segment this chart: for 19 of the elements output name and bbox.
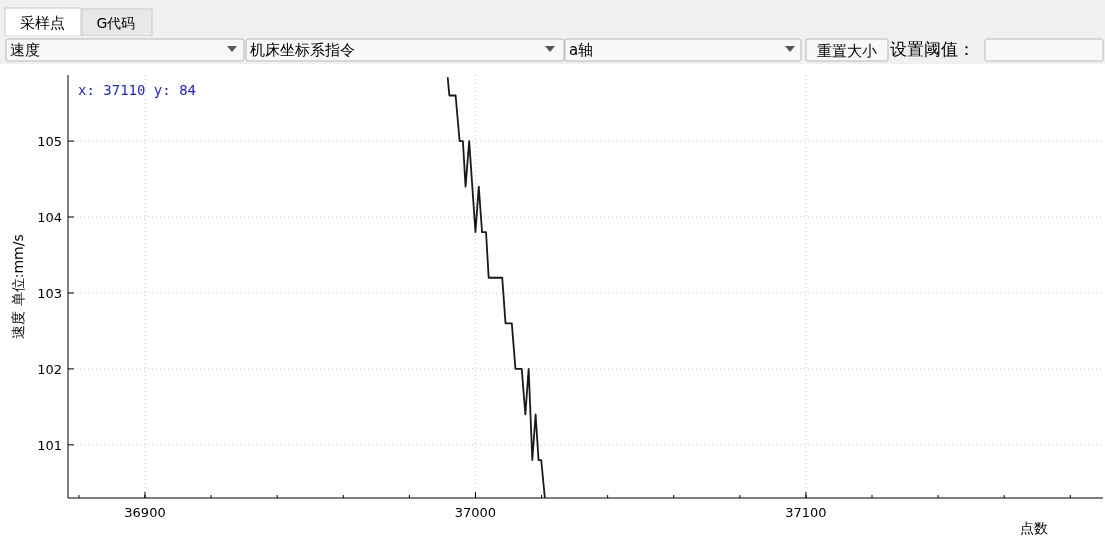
line-series xyxy=(446,76,546,499)
text: 重置大小 xyxy=(817,42,877,60)
text: 采样点 xyxy=(19,14,65,32)
text: 机床坐标系指令 xyxy=(250,41,355,59)
text: G代码 xyxy=(96,15,136,31)
x-tick-label: 37100 xyxy=(785,505,827,520)
text: a轴 xyxy=(569,41,594,59)
y-tick-label: 102 xyxy=(37,361,62,377)
x-tick-label: 37000 xyxy=(454,505,497,520)
y-tick-label: 103 xyxy=(37,285,62,301)
annotation: x: 37110 y: 84 xyxy=(78,82,197,98)
text: 设置阈值： xyxy=(890,39,975,59)
y-tick-label: 105 xyxy=(37,134,62,150)
y-axis-title: 速度 单位:mm/s xyxy=(10,234,26,339)
x-tick-label: 36900 xyxy=(124,505,166,520)
x-axis-title: 点数 xyxy=(1020,520,1048,536)
text: 速度 xyxy=(10,41,40,59)
y-tick-label: 101 xyxy=(37,437,62,453)
y-tick-label: 104 xyxy=(37,210,62,226)
